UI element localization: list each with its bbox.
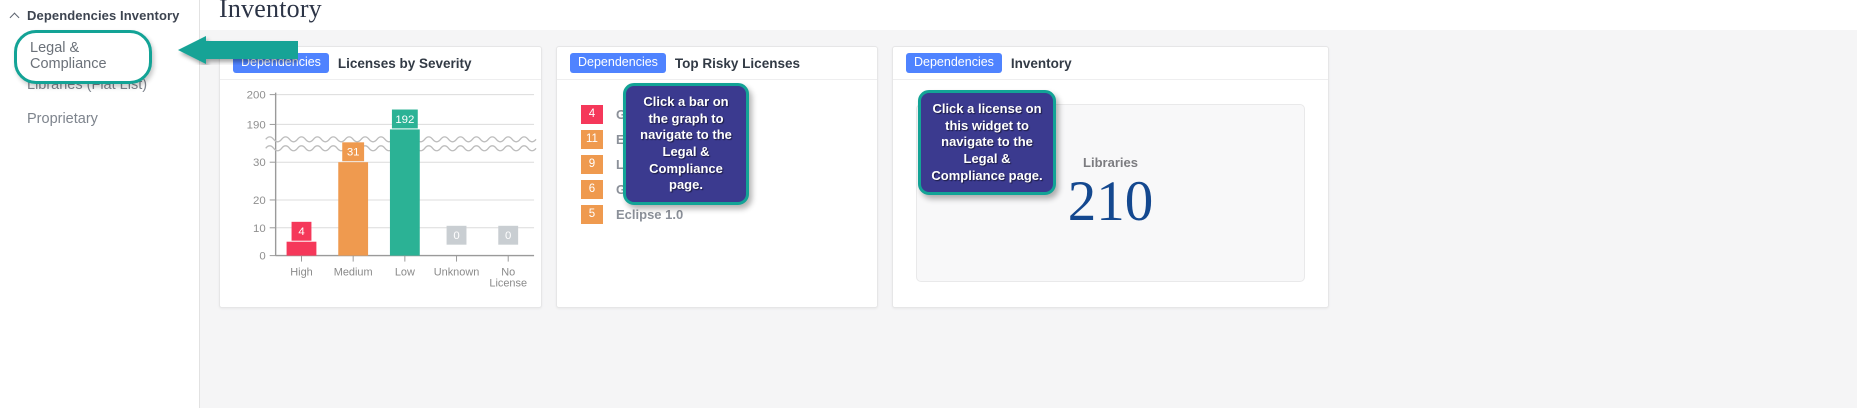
license-count-badge: 4 <box>581 105 603 124</box>
kpi-value: 210 <box>1067 169 1154 233</box>
bar-value-chip <box>498 225 519 245</box>
y-tick-label: 190 <box>247 119 266 131</box>
bar[interactable] <box>338 162 369 256</box>
y-tick-label: 30 <box>253 157 266 169</box>
x-tick-label: Unknown <box>434 266 480 278</box>
sidebar-group-label: Dependencies Inventory <box>27 8 180 23</box>
bar-value-chip <box>391 109 418 129</box>
x-tick-label: High <box>290 266 312 278</box>
bar-value-label: 4 <box>298 226 305 238</box>
sidebar: Dependencies Inventory Libraries (Flat L… <box>0 0 200 408</box>
sidebar-item-proprietary[interactable]: Proprietary <box>27 110 98 127</box>
sidebar-item-legal-and-compliance[interactable]: Legal & Compliance <box>14 30 152 84</box>
pointer-arrow-icon <box>178 36 298 64</box>
card-licenses-by-severity: Dependencies Licenses by Severity 200 190… <box>219 46 542 308</box>
card-title: Licenses by Severity <box>337 55 472 71</box>
main-content: Inventory Dependencies Licenses by Sever… <box>200 0 1857 408</box>
bar-chart-licenses-by-severity[interactable]: 200 190 30 20 10 0 4 High 31 Medium 192 Low 0 Unknown… <box>220 80 541 308</box>
x-tick-label: Medium <box>334 266 373 278</box>
kpi-label: Libraries <box>1083 154 1138 170</box>
bar-value-chip <box>446 225 467 245</box>
license-name: Eclipse 1.0 <box>616 207 684 222</box>
license-count-badge: 6 <box>581 180 603 199</box>
sidebar-group-dependencies-inventory[interactable]: Dependencies Inventory <box>0 4 199 27</box>
card-pill-dependencies: Dependencies <box>570 53 666 73</box>
card-title: Inventory <box>1010 55 1072 71</box>
callout-risky-widget: Click a license on this widget to naviga… <box>918 90 1056 196</box>
license-count-badge: 11 <box>581 130 603 149</box>
page-title: Inventory <box>219 0 322 23</box>
card-pill-dependencies: Dependencies <box>906 53 1002 73</box>
card-header: Dependencies Inventory <box>893 47 1328 80</box>
bar-value-chip <box>342 142 365 162</box>
card-title: Top Risky Licenses <box>674 55 800 71</box>
callout-bar-chart: Click a bar on the graph to navigate to … <box>623 83 749 205</box>
bar-value-label: 0 <box>453 230 459 242</box>
chevron-up-icon[interactable] <box>10 11 20 21</box>
y-tick-label: 0 <box>259 251 265 263</box>
license-count-badge: 9 <box>581 155 603 174</box>
y-tick-label: 200 <box>247 90 266 102</box>
bar[interactable] <box>389 129 420 256</box>
card-body: 200 190 30 20 10 0 4 High 31 Medium 192 Low 0 Unknown… <box>220 80 541 308</box>
y-tick-label: 10 <box>253 223 266 235</box>
bar[interactable] <box>286 241 317 256</box>
risky-license-row[interactable]: 5 Eclipse 1.0 <box>581 202 730 227</box>
bar-value-label: 192 <box>395 114 414 126</box>
bar-value-label: 0 <box>505 230 511 242</box>
x-tick-label: Low <box>395 266 415 278</box>
bar-value-chip <box>291 221 312 241</box>
y-tick-label: 20 <box>253 195 266 207</box>
license-count-badge: 5 <box>581 205 603 224</box>
card-header: Dependencies Top Risky Licenses <box>557 47 877 80</box>
x-tick-label: License <box>489 277 527 289</box>
x-tick-label: No <box>501 266 515 278</box>
bar-value-label: 31 <box>347 147 360 159</box>
